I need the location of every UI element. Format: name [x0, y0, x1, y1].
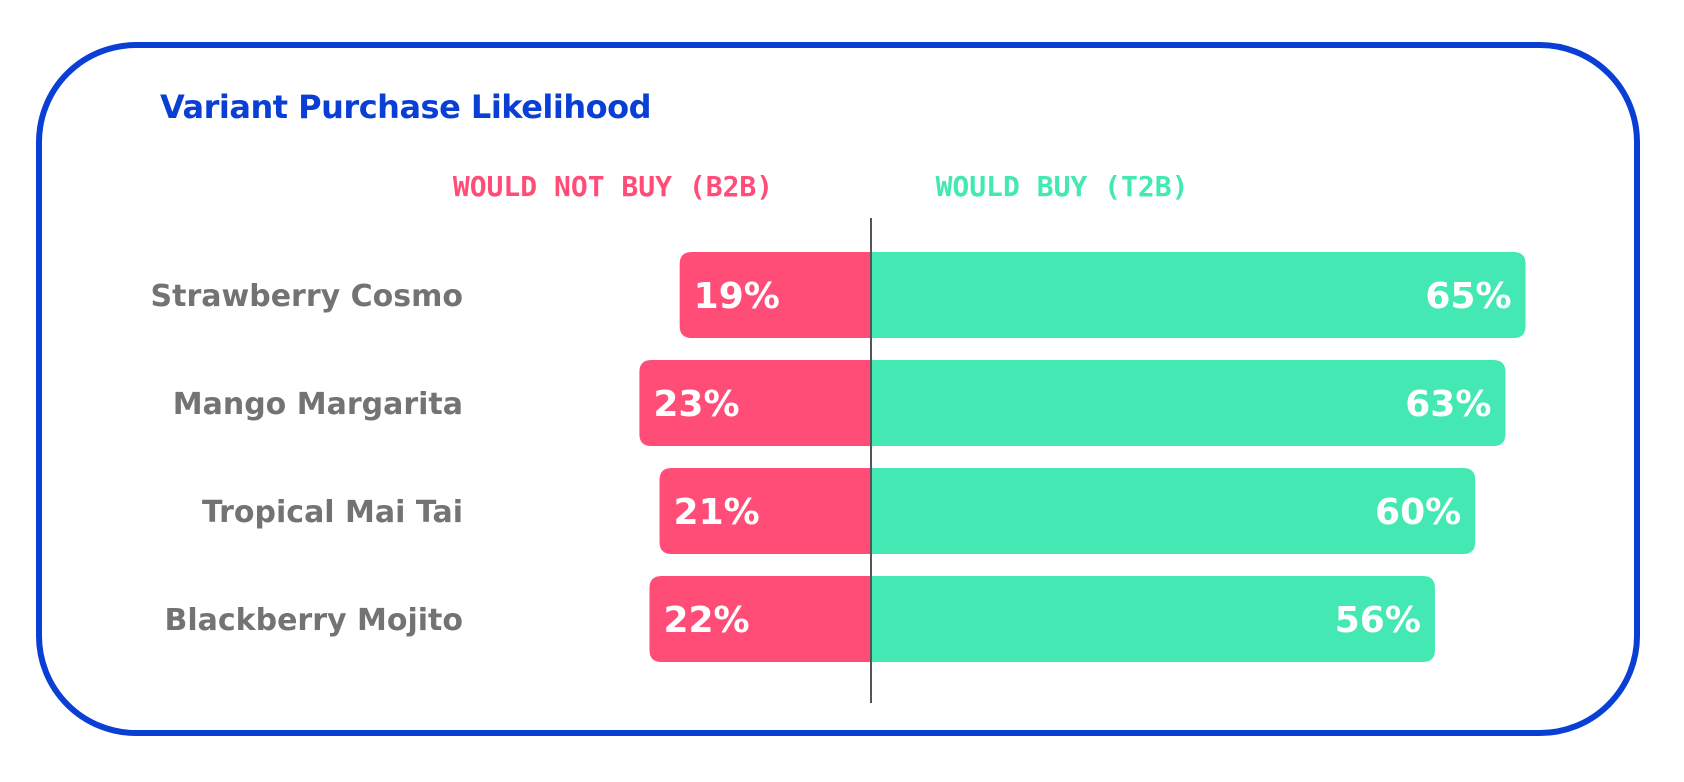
category-label: Mango Margarita [173, 387, 463, 422]
data-label-would-buy: 65% [1425, 276, 1511, 317]
category-label: Strawberry Cosmo [151, 279, 463, 314]
bar-would-buy [871, 468, 1476, 554]
bar-would-not-buy [659, 468, 871, 554]
data-label-would-buy: 60% [1375, 492, 1461, 533]
data-label-would-buy: 56% [1335, 600, 1421, 641]
bar-would-not-buy [679, 252, 871, 338]
data-label-would-not-buy: 23% [653, 384, 739, 425]
bar-would-buy [871, 252, 1526, 338]
data-label-would-buy: 63% [1405, 384, 1491, 425]
bar-would-buy [871, 360, 1506, 446]
bar-would-not-buy [639, 360, 871, 446]
data-label-would-not-buy: 19% [694, 276, 780, 317]
bar-would-not-buy [649, 576, 871, 662]
chart-title: Variant Purchase Likelihood [160, 88, 652, 126]
legend-would-not-buy: WOULD NOT BUY (B2B) [453, 170, 773, 203]
category-label: Blackberry Mojito [164, 603, 463, 638]
bar-would-buy [871, 576, 1435, 662]
category-label: Tropical Mai Tai [202, 495, 463, 530]
data-label-would-not-buy: 21% [674, 492, 760, 533]
data-label-would-not-buy: 22% [663, 600, 749, 641]
legend-would-buy: WOULD BUY (T2B) [936, 170, 1189, 203]
